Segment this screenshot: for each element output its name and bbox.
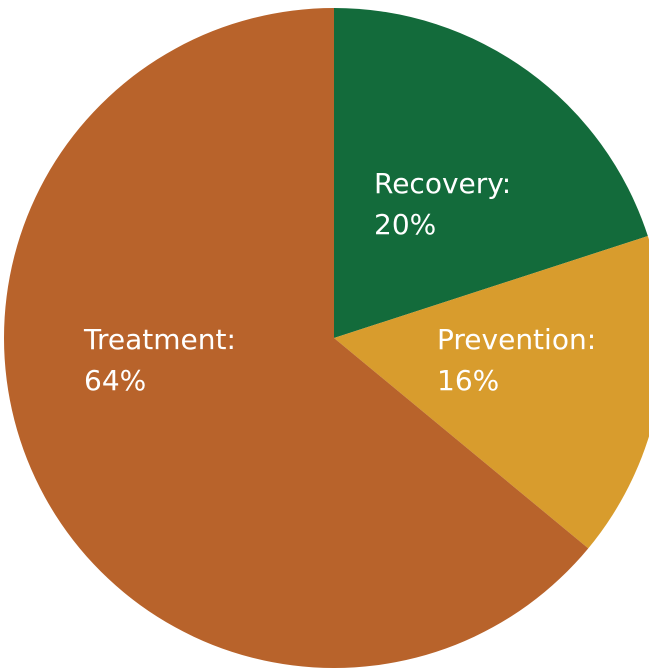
pie-labels: Recovery: 20% Prevention: 16% Treatment: 64% [83,167,596,397]
slice-label-treatment: Treatment: [83,323,236,356]
slice-label-recovery: Recovery: [374,167,511,200]
slice-label-prevention: Prevention: [437,323,596,356]
pie-slice-treatment [4,8,589,668]
pie-slices [4,8,649,668]
pie-slice-recovery [334,8,648,338]
slice-value-label-prevention: 16% [437,364,499,397]
slice-value-label-treatment: 64% [84,364,146,397]
pie-slice-prevention [334,236,649,549]
slice-value-label-recovery: 20% [374,208,436,241]
